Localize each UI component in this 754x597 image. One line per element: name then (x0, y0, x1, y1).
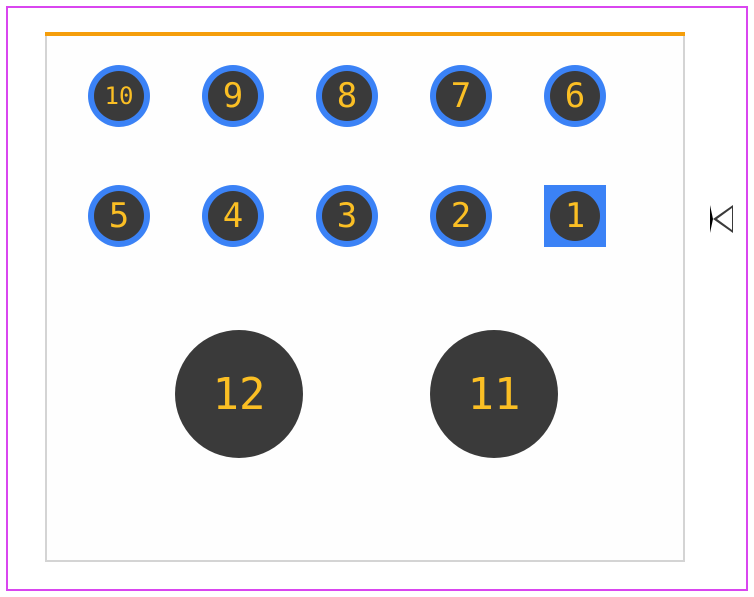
pin-label-12: 12 (213, 369, 266, 420)
pin-label-2: 2 (451, 196, 471, 236)
pin-inner-5: 5 (94, 191, 144, 241)
pin-inner-2: 2 (436, 191, 486, 241)
pin-label-7: 7 (451, 76, 471, 116)
pin-label-9: 9 (223, 76, 243, 116)
pin-2: 2 (430, 185, 492, 247)
pin-label-3: 3 (337, 196, 357, 236)
pin-inner-4: 4 (208, 191, 258, 241)
top-bar (45, 32, 685, 36)
pin-6: 6 (544, 65, 606, 127)
pin-4: 4 (202, 185, 264, 247)
pin-inner-7: 7 (436, 71, 486, 121)
pin-inner-3: 3 (322, 191, 372, 241)
pin-label-1: 1 (565, 196, 585, 236)
pin-inner-9: 9 (208, 71, 258, 121)
pin1-marker-triangle (710, 205, 733, 233)
pin-1: 1 (544, 185, 606, 247)
pin-inner-10: 10 (94, 71, 144, 121)
pin-7: 7 (430, 65, 492, 127)
pin-label-11: 11 (468, 369, 521, 420)
pin-10: 10 (88, 65, 150, 127)
pin-label-5: 5 (109, 196, 129, 236)
pin-label-10: 10 (105, 82, 134, 110)
pin-label-4: 4 (223, 196, 243, 236)
pin-8: 8 (316, 65, 378, 127)
pin-inner-8: 8 (322, 71, 372, 121)
pin-11: 11 (430, 330, 558, 458)
pin1-marker-triangle-inner (717, 208, 732, 230)
pin-3: 3 (316, 185, 378, 247)
pin-inner-1: 1 (550, 191, 600, 241)
pin-label-6: 6 (565, 76, 585, 116)
pin-9: 9 (202, 65, 264, 127)
pin-label-8: 8 (337, 76, 357, 116)
pin-inner-6: 6 (550, 71, 600, 121)
pin-12: 12 (175, 330, 303, 458)
pin-5: 5 (88, 185, 150, 247)
